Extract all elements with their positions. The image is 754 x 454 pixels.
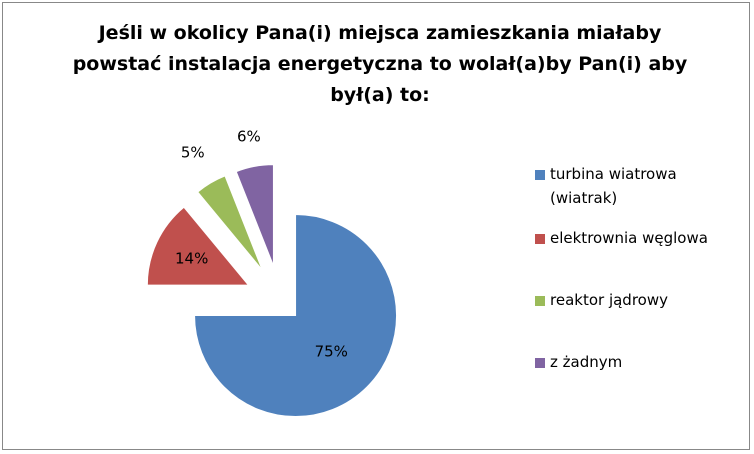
data-label-turbina-wiatrowa: 75% bbox=[315, 342, 348, 360]
legend-swatch-elektrownia-weglowa bbox=[535, 234, 545, 244]
legend-label-turbina-wiatrowa-line-2: (wiatrak) bbox=[550, 189, 618, 207]
pie-slice-z-zadnym bbox=[235, 164, 274, 266]
pie-data-labels: 75% 14% 5% 6% bbox=[175, 128, 348, 361]
chart-title-line-3: był(a) to: bbox=[330, 84, 430, 106]
data-label-reaktor-jadrowy: 5% bbox=[181, 144, 205, 162]
chart-title-line-1: Jeśli w okolicy Pana(i) miejsca zamieszk… bbox=[98, 22, 662, 44]
chart-title-line-2: powstać instalacja energetyczna to wolał… bbox=[72, 53, 688, 75]
chart-title: Jeśli w okolicy Pana(i) miejsca zamieszk… bbox=[60, 18, 700, 111]
legend-swatch-turbina-wiatrowa bbox=[535, 170, 545, 180]
pie-slices bbox=[146, 164, 398, 418]
legend-swatch-z-zadnym bbox=[535, 358, 545, 368]
pie-slice-reaktor-jadrowy bbox=[197, 175, 263, 271]
legend-label-turbina-wiatrowa-line-1: turbina wiatrowa bbox=[550, 165, 677, 183]
pie-slice-turbina-wiatrowa bbox=[194, 214, 398, 418]
legend-label-reaktor-jadrowy: reaktor jądrowy bbox=[550, 291, 668, 309]
data-label-elektrownia-weglowa: 14% bbox=[175, 249, 208, 267]
legend-swatch-reaktor-jadrowy bbox=[535, 296, 545, 306]
data-label-z-zadnym: 6% bbox=[237, 128, 261, 146]
legend-label-elektrownia-weglowa: elektrownia węglowa bbox=[550, 229, 708, 247]
legend-label-z-zadnym: z żadnym bbox=[550, 353, 623, 371]
pie-slice-elektrownia-weglowa bbox=[146, 206, 250, 286]
